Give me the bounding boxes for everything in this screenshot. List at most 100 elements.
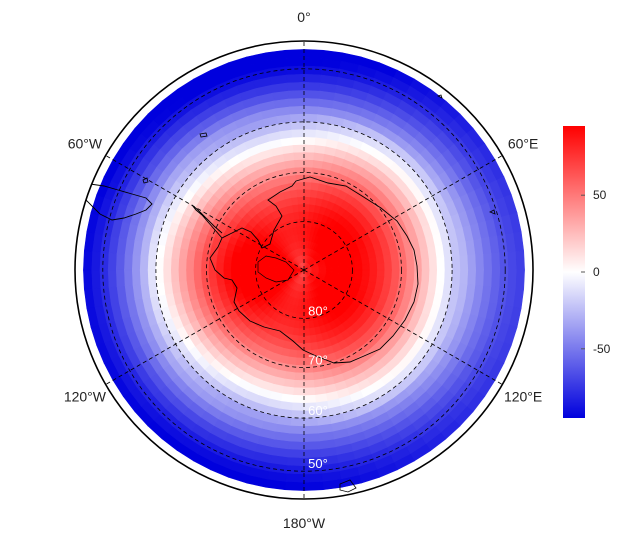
field-cell — [361, 263, 370, 271]
field-cell — [303, 394, 316, 404]
field-cell — [389, 253, 399, 263]
field-cell — [201, 269, 210, 280]
field-cell — [309, 341, 319, 351]
field-cell — [267, 269, 276, 274]
antarctic-peninsula — [191, 204, 223, 239]
longitude-label: 60°W — [68, 136, 103, 152]
field-cell — [303, 167, 314, 176]
field-cell — [303, 90, 321, 100]
field-cell — [294, 167, 305, 176]
field-cell — [376, 269, 385, 278]
field-cell — [284, 481, 305, 491]
field-cell — [309, 334, 317, 343]
field-cell — [361, 269, 370, 277]
field-cell — [115, 269, 126, 287]
colorbar-tick-label: -50 — [593, 342, 611, 356]
latitude-label: 60° — [308, 403, 328, 418]
field-cell — [290, 409, 305, 419]
field-cell — [303, 159, 314, 169]
field-cell — [107, 269, 118, 288]
antarctica-outline — [209, 176, 419, 364]
field-cell — [303, 204, 311, 213]
field-cell — [91, 269, 102, 289]
colorbar-tick-label: 0 — [593, 265, 600, 279]
field-cell — [216, 262, 225, 271]
field-cell — [303, 379, 315, 388]
field-cell — [223, 269, 232, 278]
field-cell — [292, 204, 300, 214]
field-cell — [285, 57, 305, 68]
field-cell — [303, 371, 314, 381]
field-cell — [303, 327, 311, 336]
latitude-circle — [102, 68, 506, 472]
field-cell — [201, 260, 210, 271]
field-cell — [397, 251, 407, 263]
map-boundary — [74, 40, 534, 500]
latitude-labels: 80° 70° 60° 50° — [308, 303, 328, 471]
field-cell — [260, 269, 269, 275]
field-cell — [303, 174, 313, 184]
field-cell — [297, 204, 305, 213]
field-cell — [360, 258, 370, 266]
field-cell — [124, 253, 134, 271]
field-cell — [293, 152, 305, 161]
island-3 — [339, 479, 357, 493]
field-cell — [346, 265, 356, 271]
island-1 — [199, 132, 208, 138]
field-cell — [83, 250, 93, 271]
field-cell — [303, 105, 319, 116]
field-cell — [286, 456, 305, 467]
field-cell — [296, 189, 305, 198]
field-cell — [107, 252, 118, 271]
field-cell — [186, 259, 195, 271]
field-cell — [303, 121, 318, 131]
field-cell — [186, 269, 195, 281]
field-cell — [296, 342, 305, 351]
meridian-line — [105, 269, 305, 385]
field-cell — [194, 250, 204, 262]
field-cell — [303, 342, 312, 351]
field-cell — [303, 481, 324, 491]
field-cell — [376, 262, 385, 271]
field-cell — [292, 386, 305, 396]
field-cell — [354, 264, 363, 271]
longitude-label: 0° — [297, 9, 310, 25]
field-cell — [339, 265, 348, 271]
field-cell — [490, 252, 501, 271]
field-cell — [390, 269, 400, 279]
field-cell — [428, 258, 438, 271]
field-cell — [368, 257, 377, 265]
island-5 — [436, 94, 443, 99]
field-cell — [298, 211, 305, 220]
field-cell — [498, 269, 509, 289]
field-cell — [398, 260, 407, 271]
field-cell — [325, 267, 334, 271]
field-cell — [163, 257, 173, 271]
field-cell — [312, 370, 324, 380]
field-cell — [139, 255, 150, 271]
field-cell — [245, 269, 254, 276]
field-cell — [303, 298, 308, 307]
field-cell — [515, 269, 525, 290]
colorbar-ticks: 50 0 -50 — [581, 188, 611, 356]
field-cell — [297, 196, 305, 206]
field-cell — [300, 233, 305, 242]
field-cell — [147, 269, 157, 284]
field-cell — [287, 90, 305, 100]
field-cell — [139, 269, 150, 285]
field-cell — [201, 277, 211, 289]
field-cell — [303, 81, 321, 92]
field-cell — [99, 269, 110, 289]
field-cell — [209, 277, 219, 287]
field-cell — [311, 167, 323, 177]
field-cell — [390, 261, 400, 271]
field-cell — [284, 160, 296, 170]
field-cell — [312, 160, 324, 170]
field-cell — [515, 250, 525, 271]
field-cell — [284, 370, 296, 380]
field-cell — [285, 472, 305, 483]
field-cell — [420, 269, 430, 282]
field-cell — [466, 269, 477, 286]
field-cell — [506, 251, 517, 271]
field-cell — [290, 121, 305, 131]
